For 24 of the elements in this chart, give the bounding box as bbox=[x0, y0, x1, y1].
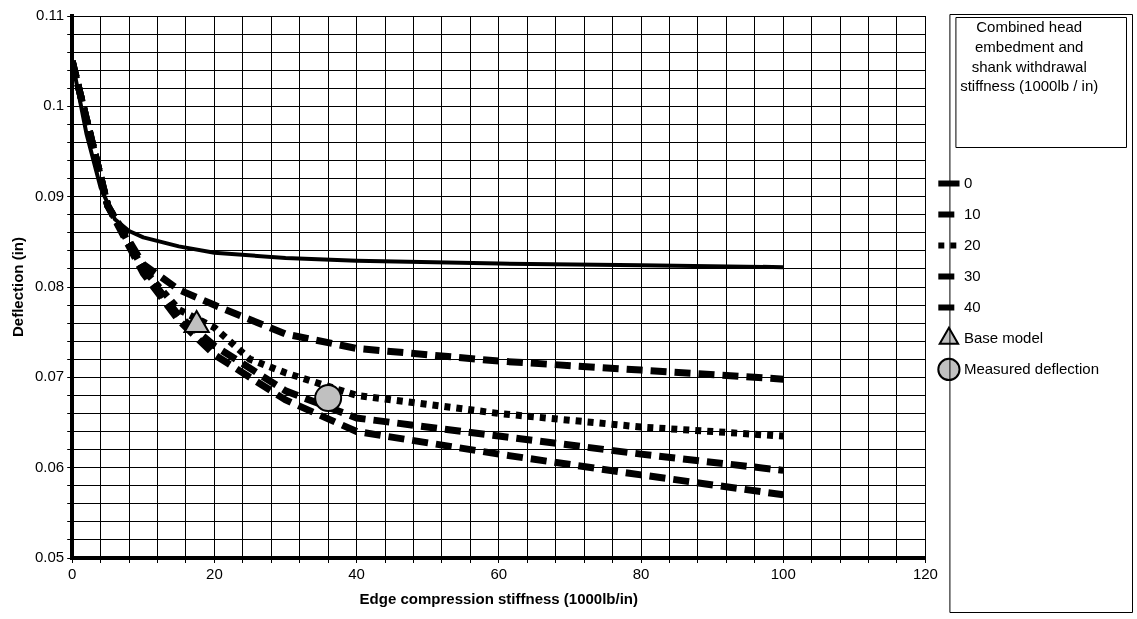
legend-label: 0 bbox=[963, 173, 973, 191]
legend-label: 20 bbox=[963, 235, 981, 253]
y-tick-label: 0.09 bbox=[34, 186, 65, 204]
x-tick-label: 80 bbox=[632, 565, 650, 583]
y-tick-label: 0.06 bbox=[34, 457, 65, 475]
x-tick-label: 20 bbox=[206, 565, 223, 583]
legend-label: 30 bbox=[963, 266, 981, 284]
y-tick-label: 0.11 bbox=[36, 6, 65, 24]
x-axis-title: Edge compression stiffness (1000lb/in) bbox=[359, 590, 639, 608]
legend-title: Combined head embedment and shank withdrawal stiffness (1000lb / in) bbox=[960, 17, 1099, 95]
x-tick-label: 100 bbox=[770, 565, 796, 583]
y-tick-label: 0.05 bbox=[34, 548, 65, 566]
x-tick-label: 0 bbox=[68, 565, 77, 583]
x-tick-label: 40 bbox=[348, 565, 365, 583]
y-tick-label: 0.07 bbox=[34, 367, 65, 385]
legend-label: 40 bbox=[963, 297, 981, 315]
x-tick-label: 120 bbox=[912, 565, 938, 583]
x-tick-label: 60 bbox=[490, 565, 508, 583]
legend-label: 10 bbox=[963, 204, 981, 222]
y-tick-label: 0.1 bbox=[43, 96, 65, 114]
y-tick-label: 0.08 bbox=[34, 277, 65, 295]
legend-label: Measured deflection bbox=[963, 359, 1100, 377]
y-axis-title: Deflection (in) bbox=[9, 237, 27, 337]
legend-label: Base model bbox=[963, 328, 1044, 346]
